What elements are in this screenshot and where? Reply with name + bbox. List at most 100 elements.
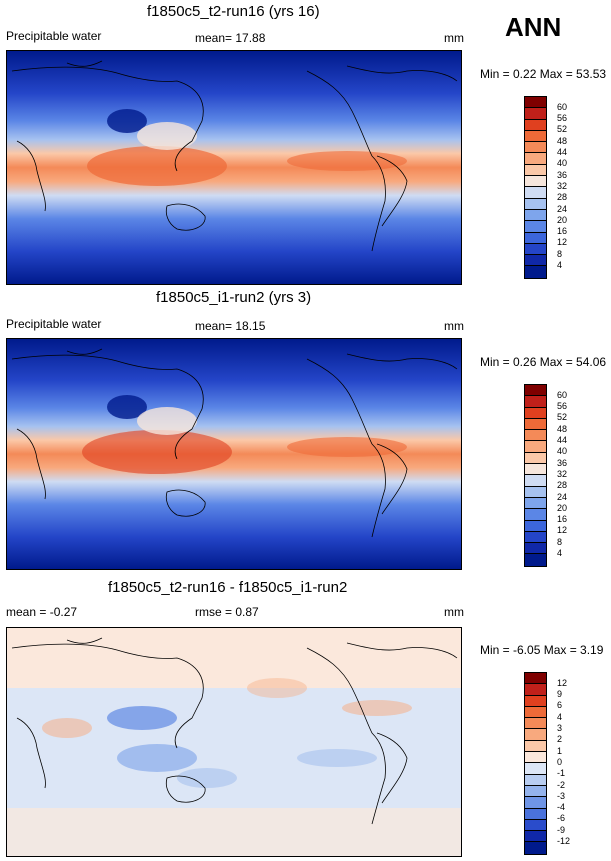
colorbar-cell [525, 842, 546, 854]
colorbar-tick-label: 60 [557, 101, 568, 112]
colorbar-cell [525, 119, 546, 131]
colorbar-tick-label: 9 [557, 689, 563, 700]
colorbar-cell [525, 198, 546, 210]
colorbar-cell [525, 452, 546, 465]
panel-2-colorbar: 60 56 52 48 44 40 36 32 28 24 20 16 12 8 4 [524, 384, 584, 567]
colorbar-cell [525, 418, 546, 431]
colorbar-cell [525, 673, 546, 685]
panel-2-coastlines [11, 348, 458, 538]
colorbar-cell [525, 763, 546, 775]
colorbar-tick-label: 8 [557, 248, 563, 259]
colorbar-tick-label: -12 [557, 836, 571, 846]
colorbar-tick-label: 48 [557, 423, 568, 434]
colorbar-tick-label: -1 [557, 768, 566, 779]
colorbar-cell [525, 531, 546, 544]
colorbar-cell [525, 774, 546, 786]
colorbar-tick-label: 6 [557, 700, 563, 711]
colorbar-tick-label: 4 [557, 260, 563, 270]
panel-1-units: mm [444, 31, 464, 45]
colorbar-cell [525, 266, 546, 278]
colorbar-cell [525, 176, 546, 188]
colorbar-cell [525, 831, 546, 843]
colorbar-cell [525, 153, 546, 165]
colorbar-cell [525, 464, 546, 476]
colorbar-tick-label: 20 [557, 502, 568, 513]
panel-2-mean-label: mean= 18.15 [195, 319, 266, 333]
colorbar-tick-label: 52 [557, 124, 568, 135]
colorbar-tick-label: 36 [557, 457, 568, 468]
colorbar-cell [525, 430, 546, 442]
panel-1-mean-label: mean= 17.88 [195, 31, 266, 45]
colorbar-cell [525, 187, 546, 199]
colorbar-cell [525, 221, 546, 233]
colorbar-tick-label: -3 [557, 790, 566, 801]
colorbar-cell [525, 752, 546, 764]
panel-3-map-svg [7, 628, 461, 856]
colorbar-tick-label: 20 [557, 214, 568, 225]
colorbar-cell [525, 130, 546, 143]
colorbar-cell [525, 819, 546, 832]
colorbar-tick-label: 32 [557, 180, 568, 191]
colorbar-cell [525, 108, 546, 120]
colorbar-cell [525, 255, 546, 267]
colorbar-tick-label: 4 [557, 711, 563, 722]
colorbar-cell [525, 232, 546, 244]
colorbar-tick-label: 12 [557, 677, 568, 688]
colorbar-cell [525, 695, 546, 707]
panel-3-map [6, 627, 462, 857]
colorbar-cell [525, 142, 546, 154]
panel-1-minmax: Min = 0.22 Max = 53.53 [480, 67, 607, 81]
panel-3-colorbar-cells [524, 672, 547, 855]
panel-3-coastlines [11, 637, 458, 825]
colorbar-tick-label: 36 [557, 169, 568, 180]
colorbar-tick-label: 2 [557, 734, 563, 745]
colorbar-tick-label: 60 [557, 389, 568, 400]
colorbar-cell [525, 243, 546, 256]
colorbar-cell [525, 684, 546, 696]
colorbar-tick-label: 56 [557, 113, 568, 124]
panel-3-rmse-label: rmse = 0.87 [195, 605, 259, 619]
colorbar-tick-label: 8 [557, 536, 563, 547]
colorbar-tick-label: 40 [557, 158, 568, 169]
colorbar-cell [525, 441, 546, 453]
colorbar-tick-label: -6 [557, 813, 566, 824]
colorbar-cell [525, 497, 546, 510]
colorbar-tick-label: -2 [557, 779, 566, 790]
colorbar-tick-label: 4 [557, 548, 563, 558]
panel-1-variable-label: Precipitable water [6, 29, 102, 43]
panel-1-map-svg [7, 51, 461, 284]
colorbar-cell [525, 554, 546, 566]
panel-3-colorbar: 12 9 6 4 3 2 1 0 -1 -2 -3 -4 -6 -9 -12 [524, 672, 584, 855]
colorbar-cell [525, 729, 546, 741]
colorbar-tick-label: 32 [557, 468, 568, 479]
colorbar-cell [525, 164, 546, 177]
colorbar-tick-label: 28 [557, 480, 568, 491]
colorbar-cell [525, 718, 546, 730]
panel-3-minmax: Min = -6.05 Max = 3.19 [480, 643, 604, 657]
panel-2-map [6, 338, 462, 570]
panel-2-colorbar-cells [524, 384, 547, 567]
colorbar-tick-label: 48 [557, 135, 568, 146]
colorbar-cell [525, 396, 546, 408]
colorbar-cell [525, 706, 546, 719]
colorbar-cell [525, 543, 546, 555]
panel-1-colorbar: 60 56 52 48 44 40 36 32 28 24 20 16 12 8 4 [524, 96, 584, 279]
colorbar-tick-label: -9 [557, 824, 566, 835]
colorbar-tick-label: 52 [557, 412, 568, 423]
panel-2-map-svg [7, 339, 461, 569]
colorbar-cell [525, 509, 546, 521]
colorbar-tick-label: 16 [557, 226, 568, 237]
panel-3-title: f1850c5_t2-run16 - f1850c5_i1-run2 [108, 579, 348, 596]
colorbar-cell [525, 97, 546, 109]
colorbar-cell [525, 808, 546, 820]
colorbar-tick-label: 56 [557, 401, 568, 412]
colorbar-cell [525, 520, 546, 532]
panel-1-coastlines [11, 60, 458, 252]
panel-1-map [6, 50, 462, 285]
panel-3-mean-label: mean = -0.27 [6, 605, 78, 619]
colorbar-cell [525, 475, 546, 487]
colorbar-tick-label: 24 [557, 491, 568, 502]
colorbar-cell [525, 740, 546, 753]
colorbar-cell [525, 407, 546, 419]
colorbar-tick-label: 16 [557, 514, 568, 525]
